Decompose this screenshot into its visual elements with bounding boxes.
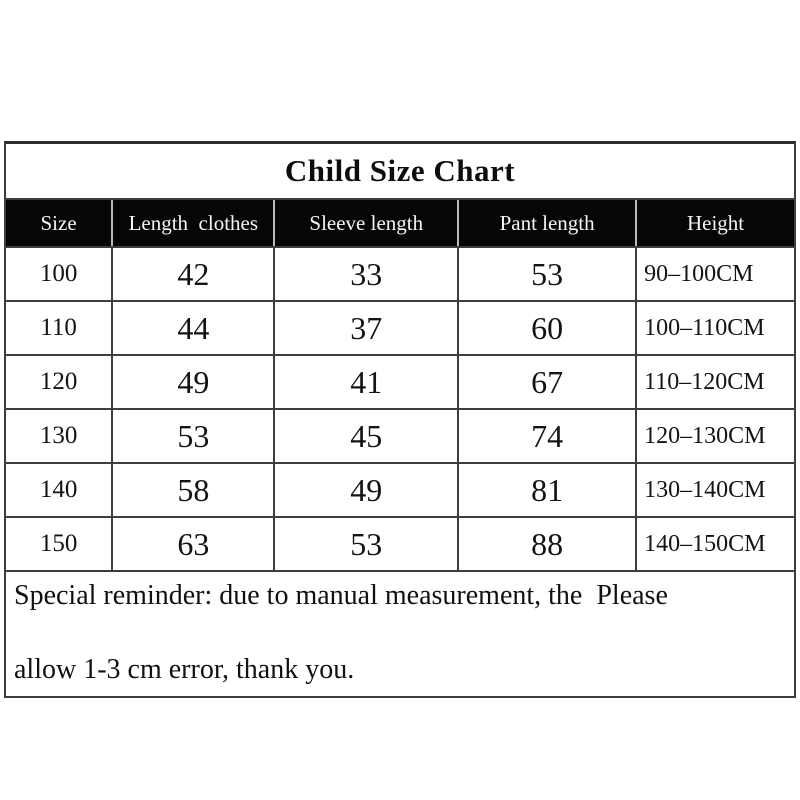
note-line-1: Special reminder: due to manual measurem…	[14, 580, 668, 611]
pant-length-cell: 74	[459, 410, 638, 462]
height-cell: 130–140CM	[644, 476, 766, 503]
table-row: 100 42 33 53 90–100CM	[6, 248, 794, 302]
header-cell-length-clothes: Length clothes	[113, 200, 276, 246]
header-cell-size: Size	[6, 200, 114, 246]
size-cell: 120	[6, 356, 114, 408]
sleeve-length-cell: 45	[275, 410, 460, 462]
length-clothes-cell: 58	[113, 464, 276, 516]
length-clothes-cell: 49	[113, 356, 276, 408]
header-cell-sleeve-length: Sleeve length	[275, 200, 460, 246]
sleeve-length-cell: 33	[275, 248, 460, 300]
chart-title: Child Size Chart	[284, 153, 516, 188]
length-clothes-cell: 44	[113, 302, 276, 354]
pant-length-cell: 88	[459, 518, 638, 570]
height-cell: 110–120CM	[644, 368, 765, 395]
length-clothes-cell: 53	[113, 410, 276, 462]
pant-length-cell: 67	[459, 356, 638, 408]
header-cell-height: Height	[686, 210, 745, 235]
pant-length-cell: 81	[459, 464, 638, 516]
size-chart-table: Child Size Chart Size Length clothes Sle…	[4, 141, 796, 698]
height-cell: 120–130CM	[644, 422, 766, 449]
size-cell: 130	[6, 410, 114, 462]
header-cell-pant-length: Pant length	[459, 200, 638, 246]
length-clothes-cell: 42	[113, 248, 276, 300]
table-row: 140 58 49 81 130–140CM	[6, 464, 794, 518]
sleeve-length-cell: 53	[275, 518, 460, 570]
pant-length-cell: 60	[459, 302, 638, 354]
note-line-2: allow 1-3 cm error, thank you.	[14, 654, 355, 685]
sleeve-length-cell: 49	[275, 464, 460, 516]
table-row: 120 49 41 67 110–120CM	[6, 356, 794, 410]
title-row: Child Size Chart	[6, 144, 794, 198]
sleeve-length-cell: 37	[275, 302, 460, 354]
special-reminder-note: Special reminder: due to manual measurem…	[6, 572, 794, 696]
table-row: 110 44 37 60 100–110CM	[6, 302, 794, 356]
pant-length-cell: 53	[459, 248, 638, 300]
size-cell: 110	[6, 302, 114, 354]
table-row: 150 63 53 88 140–150CM	[6, 518, 794, 572]
table-row: 130 53 45 74 120–130CM	[6, 410, 794, 464]
size-cell: 100	[6, 248, 114, 300]
height-cell: 100–110CM	[644, 314, 765, 341]
height-cell: 140–150CM	[644, 530, 766, 557]
size-cell: 150	[6, 518, 114, 570]
height-cell: 90–100CM	[644, 260, 754, 287]
sleeve-length-cell: 41	[275, 356, 460, 408]
table-header-row: Size Length clothes Sleeve length Pant l…	[6, 198, 794, 248]
length-clothes-cell: 63	[113, 518, 276, 570]
size-cell: 140	[6, 464, 114, 516]
